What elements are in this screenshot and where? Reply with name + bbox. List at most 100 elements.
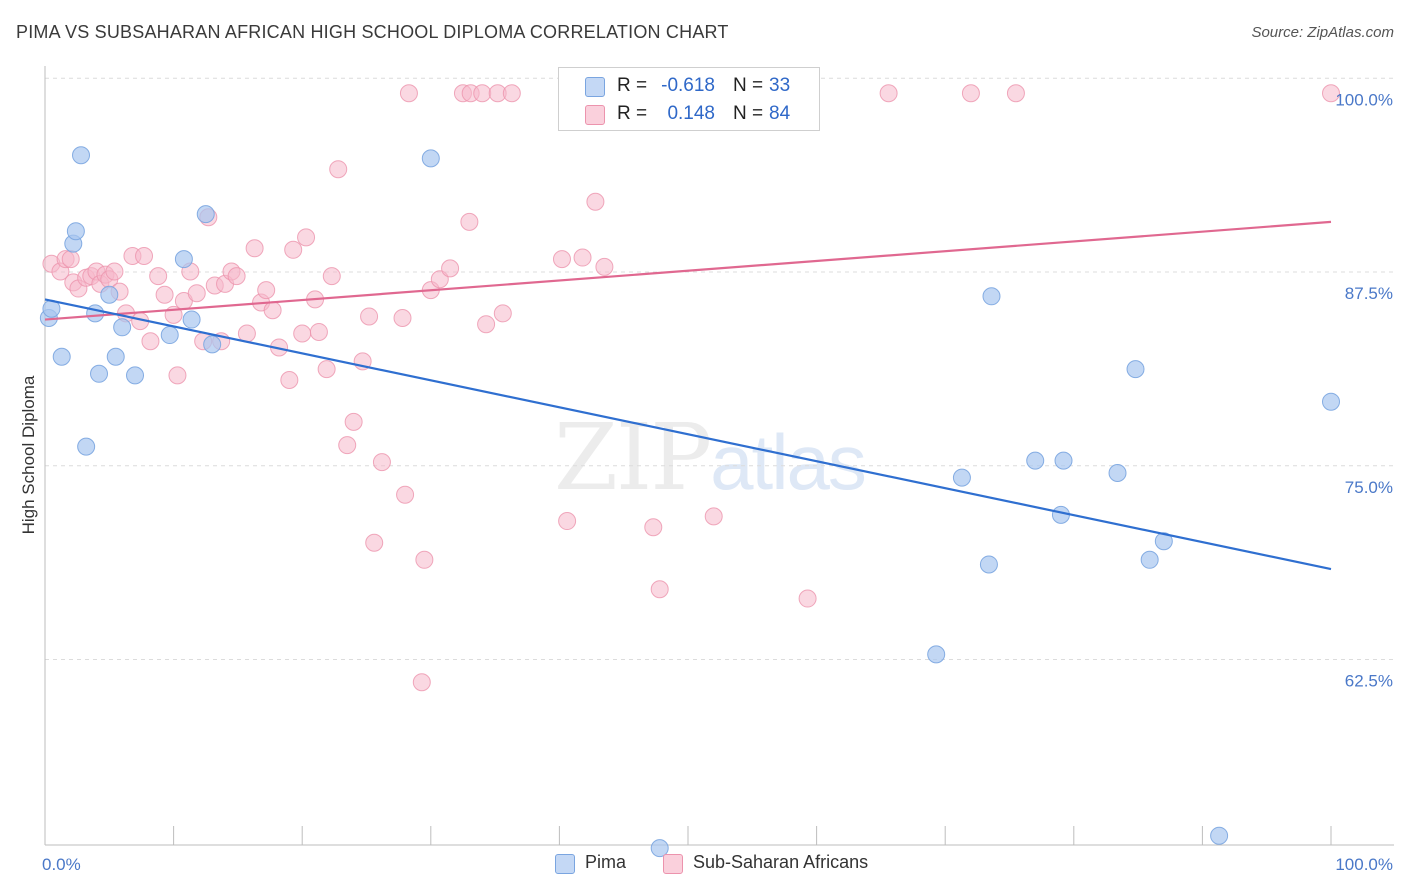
data-point-pima — [1026, 451, 1045, 470]
y-tick-label: 87.5% — [1345, 284, 1393, 303]
data-point-sub-saharan — [477, 315, 496, 334]
data-point-pima — [182, 310, 201, 329]
data-point-pima — [126, 366, 145, 385]
data-point-pima — [160, 326, 179, 345]
data-point-pima — [927, 645, 946, 664]
data-point-sub-saharan — [360, 307, 379, 326]
axes — [44, 66, 1394, 846]
data-point-pima — [650, 839, 669, 858]
y-tick-label: 62.5% — [1345, 672, 1393, 691]
data-point-sub-saharan — [473, 84, 492, 103]
data-point-pima — [1051, 505, 1070, 524]
data-point-pima — [421, 149, 440, 168]
data-point-pima — [1210, 826, 1229, 845]
data-point-sub-saharan — [372, 453, 391, 472]
data-point-pima — [1054, 451, 1073, 470]
data-point-sub-saharan — [399, 84, 418, 103]
axis-labels: 62.5% 75.0% 87.5% 100.0% 0.0% 100.0% High Scho… — [19, 90, 1393, 874]
data-point-sub-saharan — [105, 262, 124, 281]
series-legend-label-pima: Pima — [585, 852, 627, 872]
data-point-sub-saharan — [257, 281, 276, 300]
data-point-pima — [982, 287, 1001, 306]
data-point-sub-saharan — [493, 304, 512, 323]
data-point-sub-saharan — [309, 322, 328, 341]
data-point-sub-saharan — [552, 250, 571, 269]
data-point-pima — [52, 347, 71, 366]
legend-n-label: N = — [733, 75, 764, 96]
data-point-sub-saharan — [412, 673, 431, 692]
legend-n-value: 33 — [769, 75, 791, 96]
data-point-sub-saharan — [280, 371, 299, 389]
data-point-pima — [66, 222, 85, 241]
data-point-sub-saharan — [1006, 84, 1025, 103]
series-pima-points — [39, 146, 1340, 858]
series-legend-swatch-pima — [555, 854, 575, 874]
data-point-sub-saharan — [502, 84, 521, 103]
data-point-sub-saharan — [245, 239, 264, 258]
legend-r-value: 0.148 — [667, 103, 715, 124]
data-point-sub-saharan — [365, 533, 384, 552]
data-point-pima — [77, 437, 96, 456]
data-point-sub-saharan — [141, 332, 160, 351]
data-point-sub-saharan — [61, 250, 80, 269]
data-point-sub-saharan — [344, 412, 363, 431]
legend-n-value: 84 — [769, 103, 791, 124]
legend-row-sub-saharan: R = 0.148 N = 84 — [559, 100, 819, 128]
data-point-sub-saharan — [1322, 84, 1340, 103]
data-point-pima — [100, 285, 119, 304]
y-tick-label: 100.0% — [1335, 90, 1393, 109]
series-sub-saharan-points — [42, 84, 1340, 692]
data-point-sub-saharan — [393, 309, 412, 327]
data-point-pima — [86, 304, 105, 323]
data-point-sub-saharan — [460, 212, 479, 231]
data-point-sub-saharan — [329, 160, 348, 179]
data-point-pima — [106, 347, 125, 366]
legend-r-label: R = — [617, 103, 648, 124]
chart-title: PIMA VS SUBSAHARAN AFRICAN HIGH SCHOOL D… — [16, 22, 729, 42]
data-point-sub-saharan — [558, 512, 577, 531]
data-point-sub-saharan — [573, 248, 592, 267]
trend-line-pima — [44, 298, 1332, 571]
data-point-sub-saharan — [135, 247, 154, 265]
x-tick-label: 0.0% — [42, 855, 81, 874]
legend-row-pima: R = -0.618 N = 33 — [559, 72, 819, 100]
data-point-pima — [952, 468, 971, 487]
data-point-sub-saharan — [595, 257, 614, 276]
data-point-sub-saharan — [415, 550, 434, 569]
data-point-sub-saharan — [396, 485, 415, 504]
data-point-sub-saharan — [879, 84, 898, 103]
data-point-sub-saharan — [322, 267, 341, 286]
data-point-sub-saharan — [338, 436, 357, 455]
data-point-sub-saharan — [961, 84, 980, 103]
data-point-sub-saharan — [284, 240, 303, 259]
watermark-atlas: atlas — [710, 418, 867, 506]
trend-line-sub-saharan — [44, 220, 1332, 321]
data-point-pima — [72, 146, 91, 165]
data-point-pima — [979, 555, 998, 574]
data-point-sub-saharan — [704, 507, 723, 526]
legend-n-label: N = — [733, 103, 764, 124]
y-axis-title: High School Diploma — [19, 375, 38, 534]
data-point-sub-saharan — [798, 589, 817, 608]
data-point-sub-saharan — [155, 285, 174, 304]
data-point-pima — [1140, 550, 1159, 569]
series-legend-swatch-sub-saharan — [663, 854, 683, 874]
legend-swatch-pima — [585, 77, 605, 97]
data-point-pima — [174, 250, 193, 269]
legend-swatch-sub-saharan — [585, 105, 605, 125]
grid-lines — [45, 77, 1394, 660]
data-point-sub-saharan — [317, 360, 336, 379]
data-point-sub-saharan — [650, 580, 669, 599]
legend-r-label: R = — [617, 75, 648, 96]
y-tick-label: 75.0% — [1345, 478, 1393, 497]
data-point-sub-saharan — [293, 324, 312, 343]
data-point-pima — [196, 205, 215, 224]
data-point-pima — [203, 335, 222, 354]
data-point-pima — [90, 364, 109, 383]
trend-lines — [44, 220, 1332, 571]
data-point-pima — [1126, 360, 1145, 379]
source-label: Source: ZipAtlas.com — [1251, 24, 1394, 41]
data-point-sub-saharan — [644, 518, 663, 537]
data-point-sub-saharan — [187, 284, 206, 303]
